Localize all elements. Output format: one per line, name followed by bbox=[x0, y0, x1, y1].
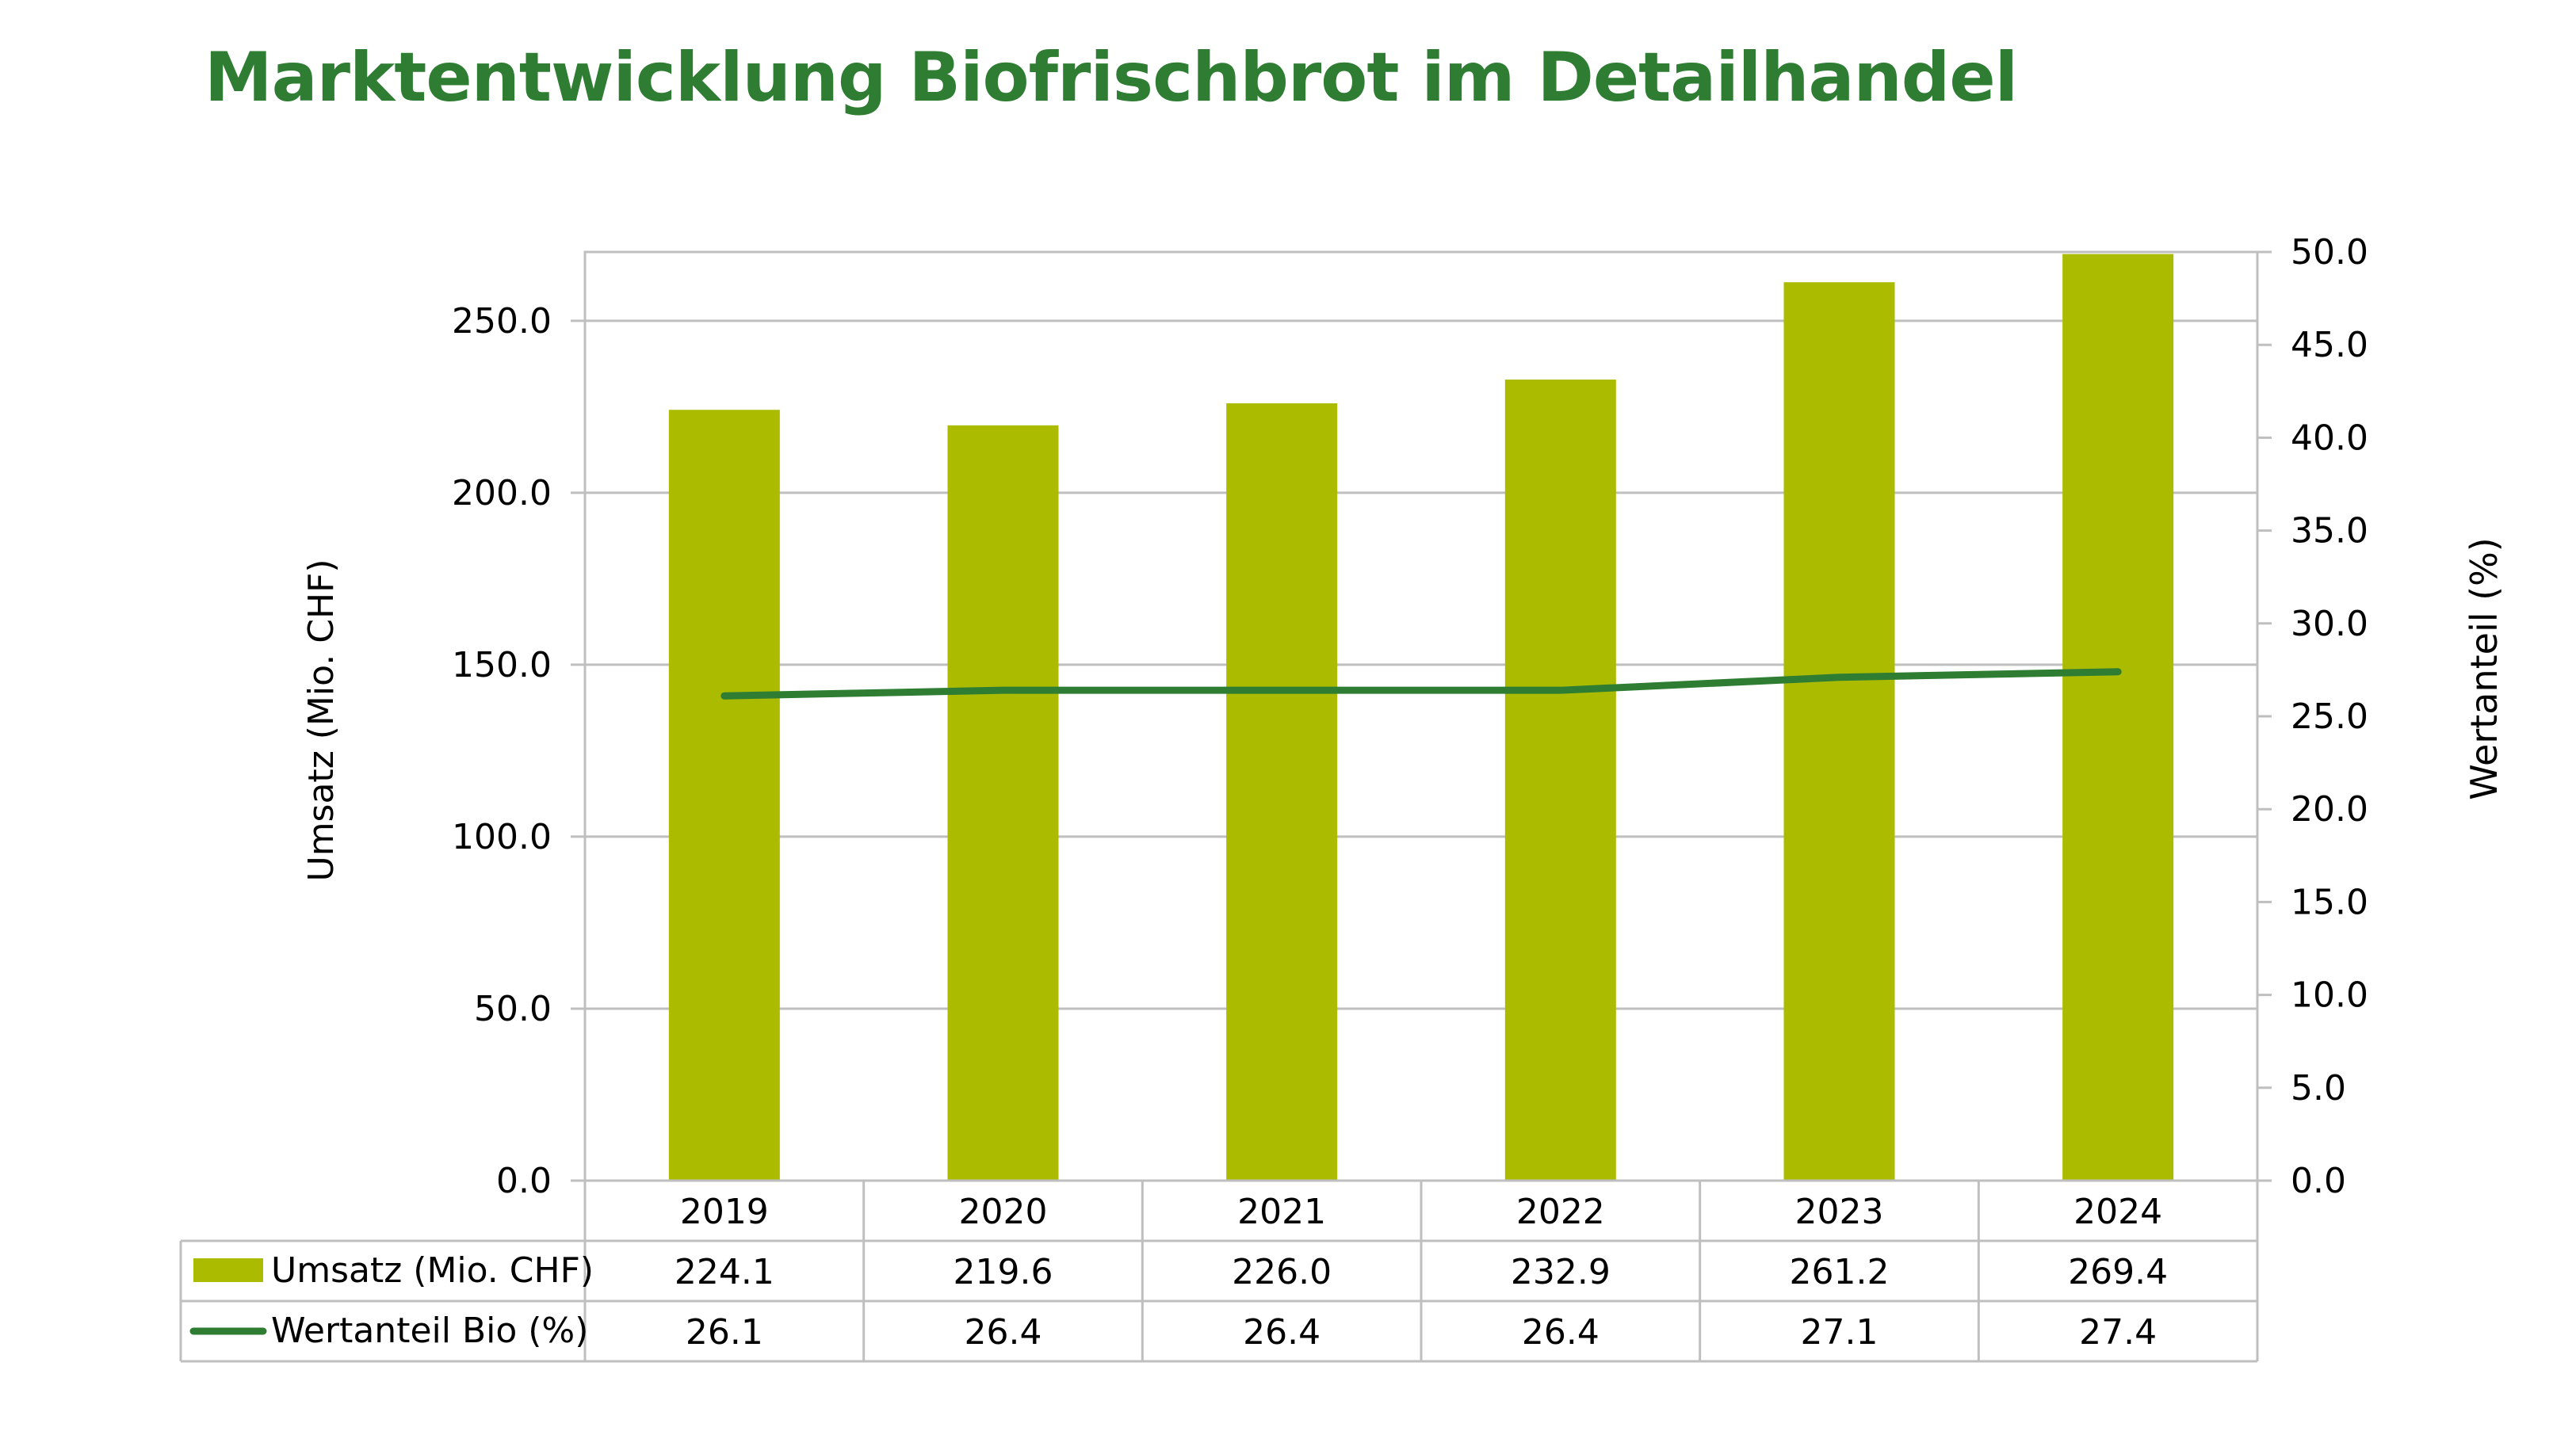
bar-2019 bbox=[668, 410, 780, 1181]
bar-2024 bbox=[2062, 254, 2174, 1181]
left-tick-label: 0.0 bbox=[496, 1161, 552, 1201]
table-cell-umsatz: 261.2 bbox=[1790, 1252, 1890, 1292]
right-axis-ticks: 0.0 5.0 10.0 15.0 20.0 25.0 30.0 35.0 40.0 45.0 50… bbox=[2257, 232, 2368, 1201]
table-cell-wertanteil: 26.4 bbox=[1522, 1312, 1599, 1353]
legend-swatch-umsatz bbox=[193, 1258, 263, 1282]
right-tick-label: 35.0 bbox=[2291, 511, 2368, 551]
right-tick-label: 5.0 bbox=[2291, 1068, 2346, 1109]
category-label: 2020 bbox=[959, 1192, 1048, 1232]
table-cell-umsatz: 232.9 bbox=[1511, 1252, 1611, 1292]
table-cell-wertanteil: 26.4 bbox=[965, 1312, 1042, 1353]
table-cell-wertanteil: 26.4 bbox=[1243, 1312, 1320, 1353]
page-title: Marktentwicklung Biofrischbrot im Detail… bbox=[204, 38, 2018, 117]
bar-2020 bbox=[947, 425, 1059, 1181]
plot-area-border bbox=[583, 250, 2259, 1182]
plot-frame bbox=[583, 250, 2259, 1182]
category-label: 2019 bbox=[680, 1192, 769, 1232]
left-tick-label: 150.0 bbox=[452, 645, 552, 685]
category-label: 2022 bbox=[1516, 1192, 1605, 1232]
right-tick-label: 45.0 bbox=[2291, 325, 2368, 365]
bar-2022 bbox=[1504, 380, 1616, 1181]
category-label: 2021 bbox=[1237, 1192, 1326, 1232]
line-wertanteil bbox=[720, 668, 2122, 700]
grid-lines bbox=[585, 319, 2257, 1010]
bars bbox=[668, 254, 2174, 1181]
left-tick-label: 250.0 bbox=[452, 301, 552, 342]
table-cell-wertanteil: 26.1 bbox=[686, 1312, 763, 1353]
right-tick-label: 40.0 bbox=[2291, 418, 2368, 458]
table-cell-wertanteil: 27.4 bbox=[2079, 1312, 2157, 1353]
right-tick-label: 50.0 bbox=[2291, 232, 2368, 273]
right-tick-label: 30.0 bbox=[2291, 604, 2368, 644]
left-tick-label: 100.0 bbox=[452, 817, 552, 857]
legend-label-umsatz: Umsatz (Mio. CHF) bbox=[271, 1250, 594, 1291]
bar-2021 bbox=[1226, 403, 1338, 1181]
table-cell-wertanteil: 27.1 bbox=[1801, 1312, 1878, 1353]
right-tick-label: 20.0 bbox=[2291, 789, 2368, 830]
table-cell-umsatz: 219.6 bbox=[954, 1252, 1053, 1292]
right-tick-label: 25.0 bbox=[2291, 696, 2368, 737]
table-cell-umsatz: 226.0 bbox=[1232, 1252, 1332, 1292]
left-tick-label: 50.0 bbox=[474, 989, 552, 1029]
bar-2023 bbox=[1783, 282, 1895, 1181]
table-cell-umsatz: 224.1 bbox=[675, 1252, 774, 1292]
data-table: 2019 2020 2021 2022 2023 2024 Umsatz (Mio. CHF… bbox=[179, 1181, 2259, 1363]
share-line-layer bbox=[720, 668, 2122, 700]
category-label: 2024 bbox=[2073, 1192, 2162, 1232]
legend-label-wertanteil: Wertanteil Bio (%) bbox=[271, 1311, 588, 1351]
category-label: 2023 bbox=[1795, 1192, 1884, 1232]
right-tick-label: 15.0 bbox=[2291, 882, 2368, 922]
left-axis-ticks: 0.0 50.0 100.0 150.0 200.0 250.0 bbox=[452, 301, 585, 1201]
right-tick-label: 10.0 bbox=[2291, 975, 2368, 1016]
left-axis-label: Umsatz (Mio. CHF) bbox=[301, 559, 342, 881]
table-cell-umsatz: 269.4 bbox=[2068, 1252, 2168, 1292]
left-tick-label: 200.0 bbox=[452, 473, 552, 513]
right-axis-label: Wertanteil (%) bbox=[2463, 537, 2505, 800]
right-tick-label: 0.0 bbox=[2291, 1161, 2346, 1201]
